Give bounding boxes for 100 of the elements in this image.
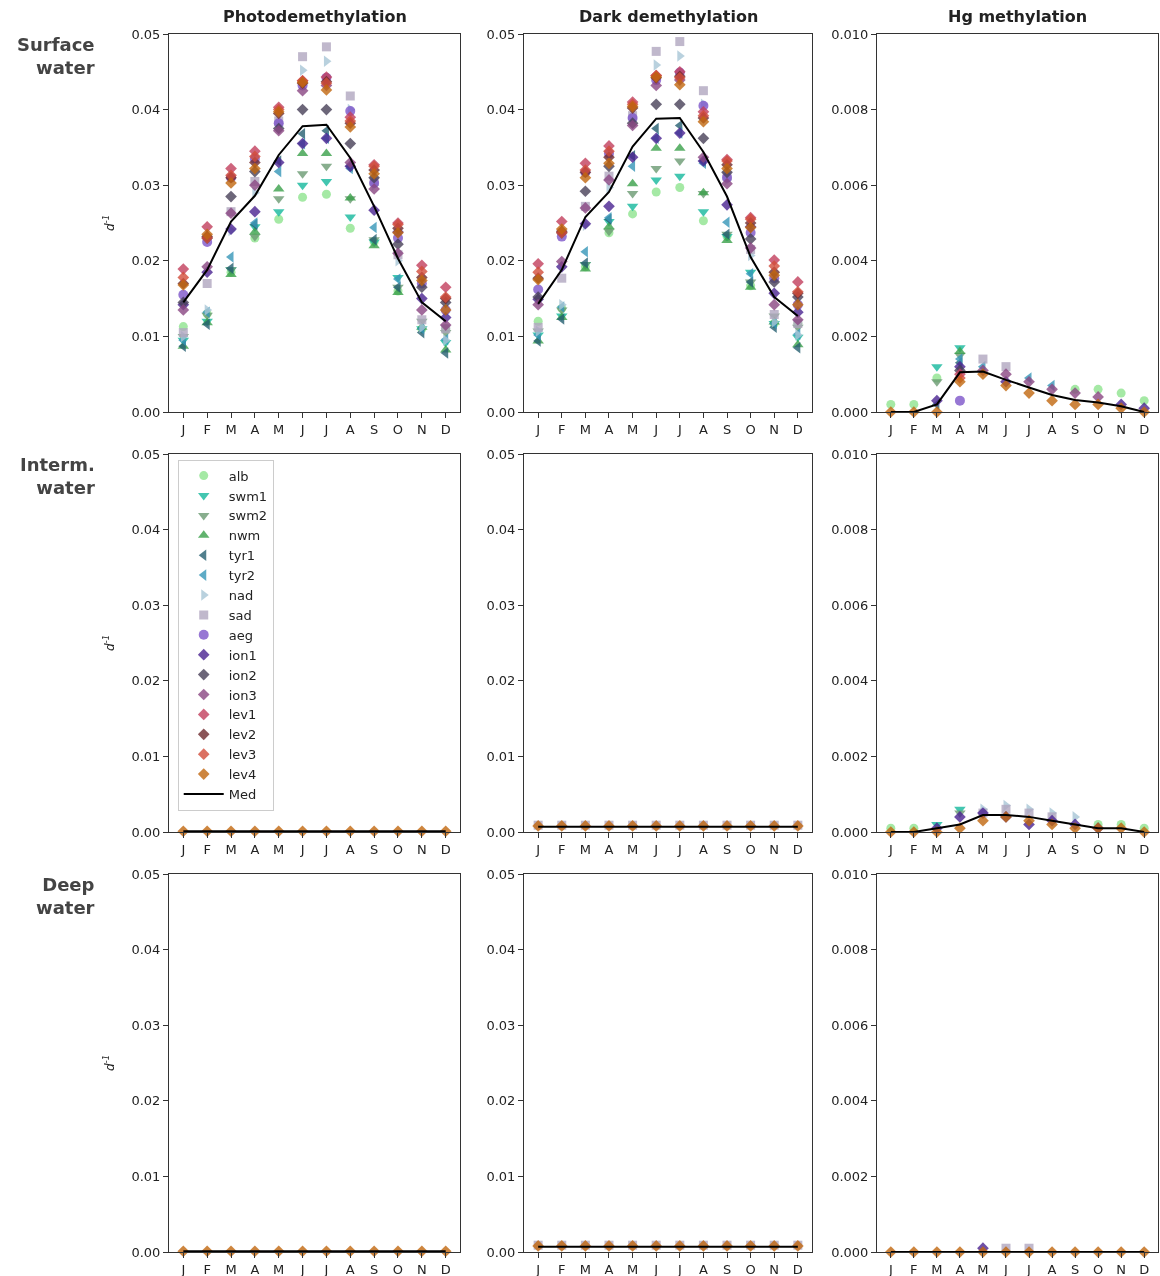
x-tick-label: J [1003, 421, 1008, 437]
x-tick-label: S [722, 841, 732, 857]
y-tick-label: 0.04 [486, 942, 516, 958]
y-tick-label: 0.04 [131, 942, 161, 958]
legend-label: ion3 [228, 687, 257, 703]
x-tick-label: A [1047, 1261, 1057, 1276]
text: Interm. water [20, 454, 95, 499]
x-tick-label: M [273, 841, 285, 857]
chart-title: Hg methylation [948, 7, 1088, 26]
x-tick-label: S [370, 1261, 379, 1276]
y-tick-label: 0.006 [831, 597, 869, 613]
y-tick-label: 0.002 [831, 1168, 869, 1184]
x-tick-label: J [1026, 1261, 1031, 1276]
x-tick-label: A [955, 841, 965, 857]
x-tick-label: S [370, 421, 379, 437]
legend-label: lev1 [228, 707, 257, 723]
x-tick-label: M [225, 841, 237, 857]
x-tick-label: J [323, 841, 329, 857]
legend-label: nad [228, 588, 254, 604]
y-tick-label: 0.010 [831, 446, 869, 462]
y-tick-label: 0.008 [831, 102, 869, 118]
legend-label: lev4 [228, 767, 257, 783]
y-tick-label: 0.02 [131, 673, 161, 689]
x-tick-label: A [604, 841, 614, 857]
x-tick-label: F [558, 421, 566, 437]
x-tick-label: M [273, 421, 285, 437]
x-tick-label: D [1139, 421, 1150, 437]
text: Surface water [17, 34, 95, 79]
x-tick-label: O [1092, 421, 1104, 437]
x-tick-label: N [769, 841, 780, 857]
y-tick-label: 0.01 [486, 748, 516, 764]
x-tick-label: D [440, 421, 451, 437]
x-tick-label: F [910, 421, 918, 437]
x-tick-label: O [745, 421, 756, 437]
x-tick-label: J [676, 841, 682, 857]
y-tick-label: 0.05 [131, 26, 161, 42]
x-tick-label: J [653, 841, 659, 857]
x-tick-label: M [977, 421, 989, 437]
y-tick-label: 0.00 [131, 1244, 161, 1260]
legend-label: tyr1 [228, 548, 256, 564]
x-tick-label: D [1139, 841, 1150, 857]
x-tick-label: J [299, 421, 305, 437]
x-tick-label: M [977, 841, 989, 857]
y-tick-label: 0.02 [486, 1093, 516, 1109]
x-tick-label: A [250, 421, 260, 437]
y-tick-label: 0.004 [831, 1093, 869, 1109]
y-tick-label: 0.04 [486, 522, 516, 538]
y-tick-label: 0.02 [486, 673, 516, 689]
x-tick-label: M [579, 1261, 591, 1276]
x-tick-label: N [1116, 1261, 1127, 1276]
x-tick-label: M [626, 421, 639, 437]
x-tick-label: J [887, 841, 893, 857]
x-tick-label: A [955, 1261, 965, 1276]
x-tick-label: M [931, 1261, 943, 1276]
y-tick-label: 0.03 [131, 597, 161, 613]
x-tick-label: J [299, 1261, 305, 1276]
y-tick-label: 0.04 [131, 522, 161, 538]
x-tick-label: J [676, 421, 682, 437]
x-tick-label: D [1139, 1261, 1150, 1276]
x-tick-label: O [392, 1261, 404, 1276]
y-tick-label: 0.01 [486, 328, 516, 344]
chart-title: Dark demethylation [579, 7, 759, 26]
x-tick-label: S [370, 841, 379, 857]
x-tick-label: S [1070, 421, 1080, 437]
x-tick-label: O [392, 841, 404, 857]
x-tick-label: J [1026, 841, 1031, 857]
y-tick-label: 0.04 [131, 102, 161, 118]
x-tick-label: M [579, 421, 591, 437]
x-tick-label: J [676, 1261, 682, 1276]
x-tick-label: A [604, 421, 614, 437]
y-tick-label: 0.002 [831, 748, 869, 764]
x-tick-label: J [535, 1261, 541, 1276]
x-tick-label: M [931, 841, 943, 857]
y-tick-label: 0.01 [131, 1168, 161, 1184]
y-tick-label: 0.03 [131, 177, 161, 193]
x-tick-label: J [1003, 1261, 1008, 1276]
y-tick-label: 0.00 [131, 404, 161, 420]
x-tick-label: D [440, 841, 451, 857]
x-tick-label: A [604, 1261, 614, 1276]
x-tick-label: J [887, 421, 893, 437]
y-tick-label: 0.04 [486, 102, 516, 118]
x-tick-label: M [626, 841, 639, 857]
x-tick-label: J [180, 1261, 186, 1276]
x-tick-label: S [722, 421, 732, 437]
x-tick-label: A [698, 1261, 708, 1276]
y-tick-label: 0.01 [486, 1168, 516, 1184]
y-tick-label: 0.03 [486, 177, 516, 193]
x-tick-label: J [535, 421, 541, 437]
x-tick-label: A [345, 1261, 355, 1276]
y-tick-label: 0.000 [831, 824, 869, 840]
x-tick-label: F [558, 841, 566, 857]
x-tick-label: O [745, 841, 756, 857]
x-tick-label: A [345, 841, 355, 857]
x-tick-label: D [440, 1261, 451, 1276]
y-tick-label: 0.02 [486, 253, 516, 269]
legend-label: lev3 [228, 747, 257, 763]
legend-label: sad [228, 607, 252, 623]
x-tick-label: A [1047, 841, 1057, 857]
x-tick-label: F [203, 1261, 211, 1276]
x-tick-label: O [1092, 841, 1104, 857]
